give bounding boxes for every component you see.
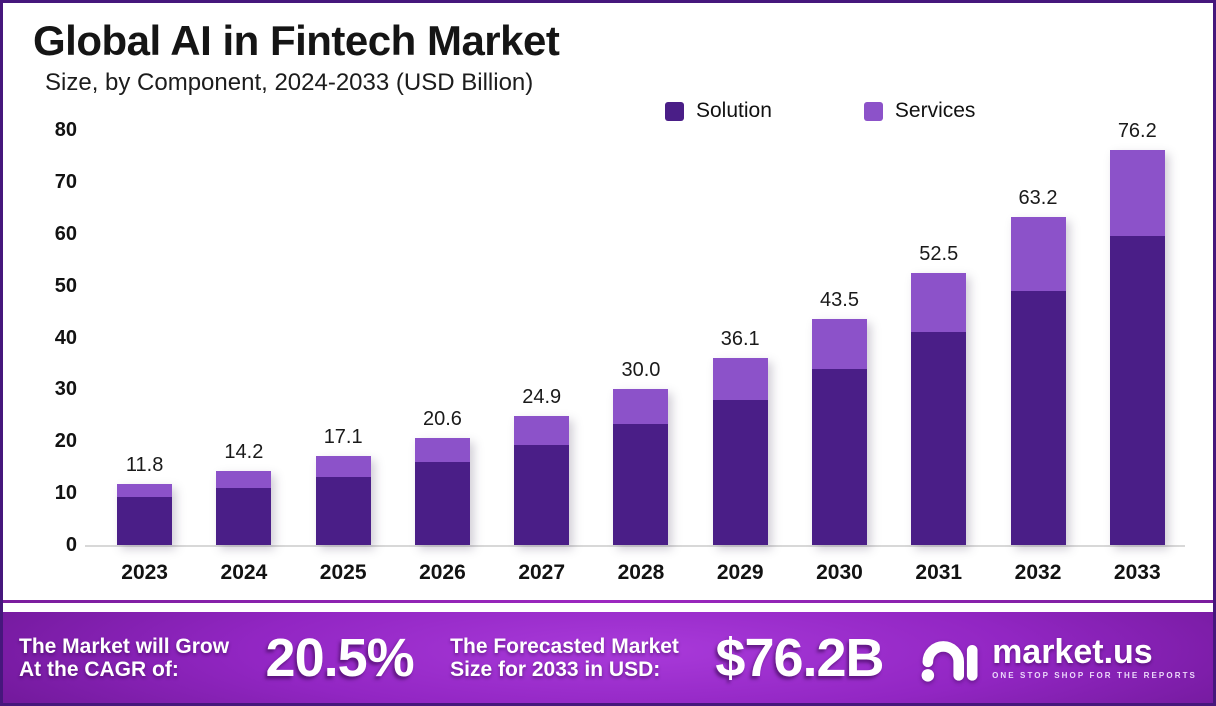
x-tick-label: 2031 xyxy=(915,561,963,584)
solution-segment xyxy=(811,368,867,545)
services-segment xyxy=(712,357,768,400)
bar-total-label: 43.5 xyxy=(820,289,859,312)
bar-stack xyxy=(911,272,967,545)
plot-area: 11.8 14.2 17.1 20.6 24.9 30.0 36.1 43.5 52.5 63.2… xyxy=(95,120,1187,545)
x-axis: 2023 2024 2025 2026 2027 2028 2029 2030 2031 2032… xyxy=(95,561,1187,585)
solution-segment xyxy=(911,332,967,545)
stats-banner: The Market will Grow At the CAGR of: 20.… xyxy=(3,612,1213,703)
bar-stack xyxy=(1010,217,1066,545)
chart-legend: Solution Services xyxy=(665,99,975,123)
bar-total-label: 36.1 xyxy=(720,327,760,350)
legend-item-solution: Solution xyxy=(665,99,772,123)
bar-total-label: 17.1 xyxy=(323,426,363,449)
services-segment xyxy=(811,319,867,369)
x-tick-label: 2030 xyxy=(816,561,863,584)
cagr-label: The Market will Grow At the CAGR of: xyxy=(19,634,230,681)
bar-total-label: 63.2 xyxy=(1018,187,1058,210)
services-segment xyxy=(315,456,371,477)
bar-group-2024: 14.2 xyxy=(194,130,293,545)
x-tick-label: 2027 xyxy=(518,561,566,584)
x-axis-line xyxy=(85,545,1185,547)
divider-line xyxy=(3,600,1213,603)
forecast-label: The Forecasted Market Size for 2033 in U… xyxy=(450,634,679,681)
x-tick-label: 2025 xyxy=(319,561,367,584)
cagr-value: 20.5% xyxy=(265,627,415,688)
legend-label-solution: Solution xyxy=(696,99,772,122)
solution-segment xyxy=(1109,236,1165,545)
services-segment xyxy=(613,389,669,425)
solution-segment xyxy=(315,476,371,545)
services-segment xyxy=(1010,217,1066,291)
bar-stack xyxy=(1109,149,1165,545)
bar-stack xyxy=(613,389,669,545)
bar-group-2027: 24.9 xyxy=(492,130,591,545)
bar-group-2031: 52.5 xyxy=(889,130,988,545)
solution-swatch-icon xyxy=(665,101,684,121)
banner-gap xyxy=(3,603,1213,612)
x-tick-label: 2029 xyxy=(716,561,764,584)
bar-total-label: 76.2 xyxy=(1117,119,1157,142)
legend-item-services: Services xyxy=(863,99,976,123)
bar-stack xyxy=(216,471,272,545)
solution-segment xyxy=(514,444,570,545)
bar-group-2026: 20.6 xyxy=(393,130,492,545)
y-tick-label: 50 xyxy=(54,274,77,297)
x-tick-label: 2023 xyxy=(121,561,168,584)
solution-segment xyxy=(1010,290,1066,545)
services-segment xyxy=(1109,149,1165,237)
services-swatch-icon xyxy=(863,101,883,121)
bar-total-label: 20.6 xyxy=(422,408,462,431)
bar-group-2028: 30.0 xyxy=(591,130,690,545)
y-tick-label: 40 xyxy=(54,326,77,349)
services-segment xyxy=(117,483,173,498)
y-tick-label: 10 xyxy=(54,482,77,505)
y-tick-label: 0 xyxy=(65,534,77,556)
solution-segment xyxy=(613,424,669,545)
bar-group-2029: 36.1 xyxy=(691,130,790,545)
chart-title: Global AI in Fintech Market xyxy=(33,17,560,64)
y-tick-label: 30 xyxy=(54,378,77,401)
bar-group-2025: 17.1 xyxy=(294,130,393,545)
x-tick-label: 2028 xyxy=(617,561,665,584)
chart-subtitle: Size, by Component, 2024-2033 (USD Billi… xyxy=(45,69,534,96)
bar-total-label: 24.9 xyxy=(522,385,562,408)
chart-panel: Global AI in Fintech Market Size, by Com… xyxy=(3,3,1213,600)
y-tick-label: 20 xyxy=(54,430,77,453)
services-segment xyxy=(414,438,470,462)
market-us-logo-icon xyxy=(921,640,978,682)
bar-group-2030: 43.5 xyxy=(790,130,889,545)
services-segment xyxy=(216,471,272,488)
y-tick-label: 70 xyxy=(54,170,77,193)
bar-group-2032: 63.2 xyxy=(989,130,1088,545)
market-us-logo-text: market.us ONE STOP SHOP FOR THE REPORTS xyxy=(992,632,1197,680)
x-tick-label: 2033 xyxy=(1113,561,1161,584)
legend-label-services: Services xyxy=(894,99,976,122)
bar-total-label: 14.2 xyxy=(224,441,264,464)
solution-segment xyxy=(712,399,768,545)
services-segment xyxy=(514,415,570,445)
forecast-value: $76.2B xyxy=(715,627,884,688)
bar-stack xyxy=(811,319,867,545)
bar-total-label: 52.5 xyxy=(919,242,959,265)
bar-stack xyxy=(712,357,768,545)
bar-group-2023: 11.8 xyxy=(95,130,194,545)
bar-total-label: 11.8 xyxy=(125,453,164,476)
solution-segment xyxy=(414,462,470,545)
x-tick-label: 2024 xyxy=(220,561,268,584)
solution-segment xyxy=(117,497,173,545)
bar-stack xyxy=(414,438,470,545)
market-us-logo: market.us ONE STOP SHOP FOR THE REPORTS xyxy=(920,631,1197,685)
y-tick-label: 80 xyxy=(54,119,77,141)
bar-stack xyxy=(117,483,173,545)
services-segment xyxy=(911,272,967,333)
bar-stack xyxy=(514,415,570,545)
x-tick-label: 2032 xyxy=(1014,561,1062,584)
x-tick-label: 2026 xyxy=(419,561,466,584)
bar-group-2033: 76.2 xyxy=(1088,120,1187,545)
solution-segment xyxy=(216,487,272,545)
bar-stack xyxy=(315,456,371,545)
y-tick-label: 60 xyxy=(54,222,77,245)
bar-total-label: 30.0 xyxy=(621,359,661,382)
